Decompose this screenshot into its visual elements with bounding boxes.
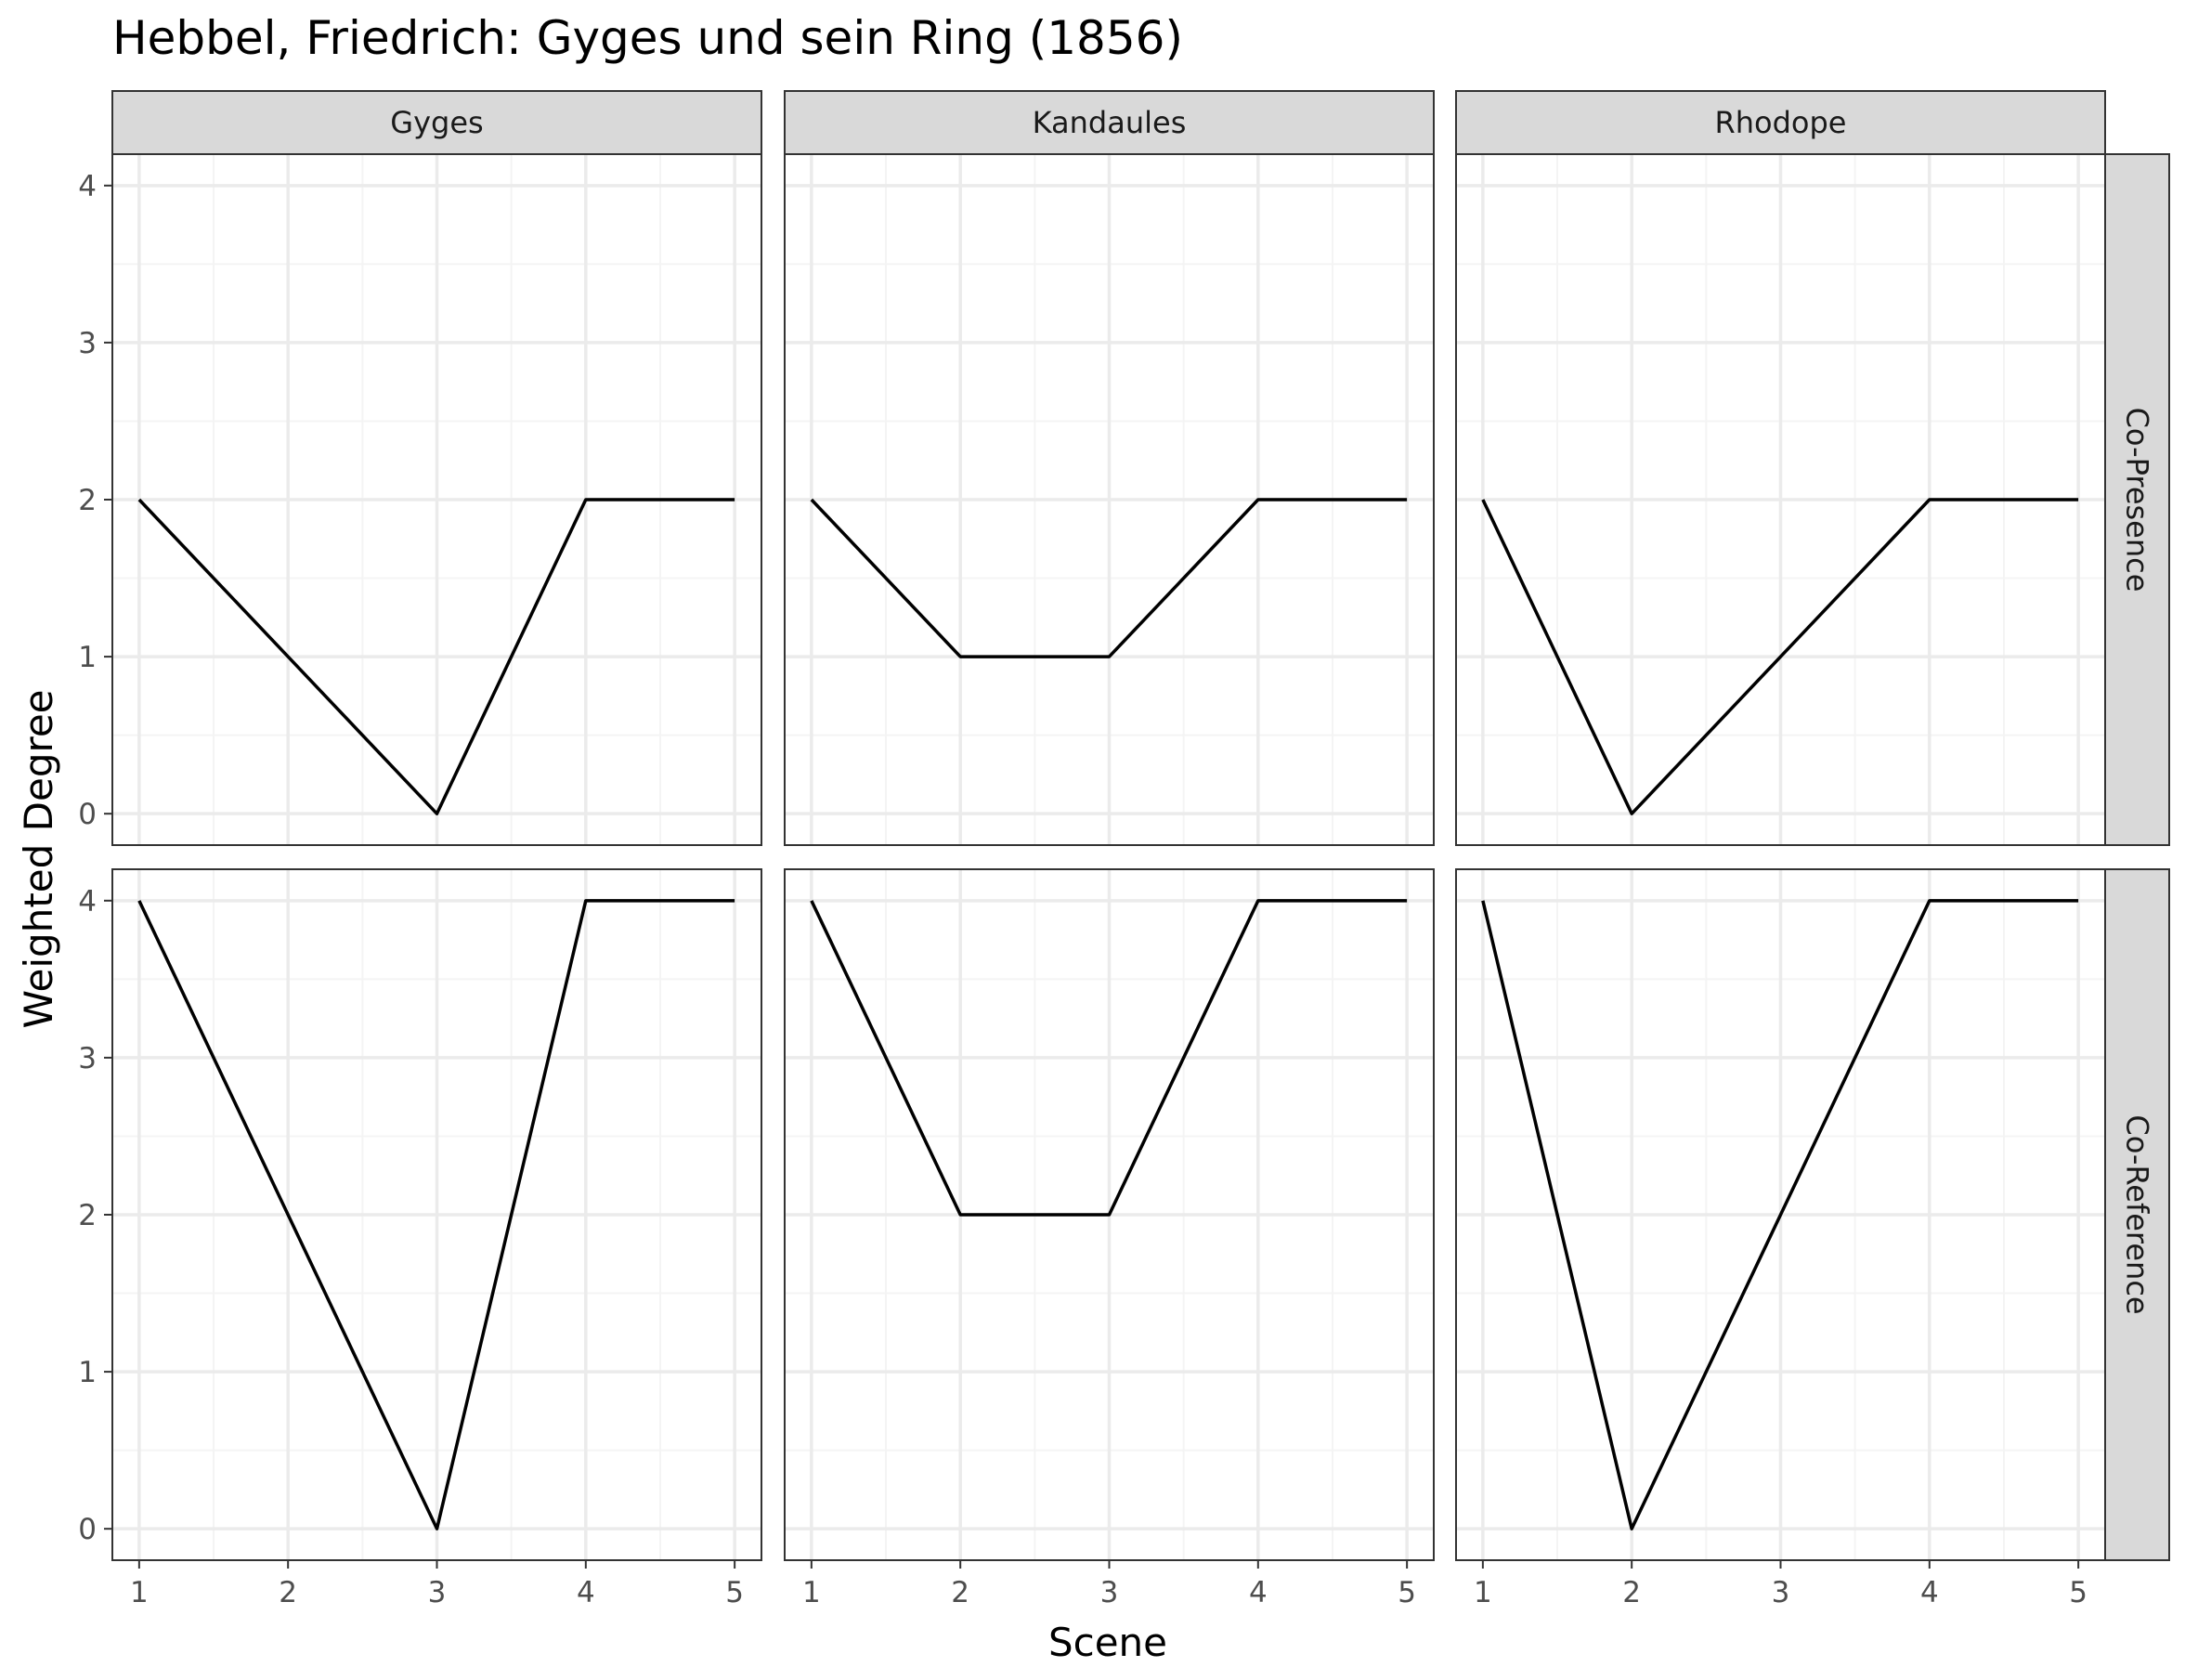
- y-tick-label: 1: [78, 1356, 97, 1389]
- x-tick-label: 3: [1100, 1576, 1119, 1609]
- panel-co-reference-kandaules: 1 2 3 4 5: [784, 868, 1435, 1609]
- x-tick-label: 2: [1622, 1576, 1641, 1609]
- x-tick-label: 5: [2069, 1576, 2087, 1609]
- x-tick-label: 5: [1398, 1576, 1416, 1609]
- x-tick-label: 3: [1772, 1576, 1790, 1609]
- x-tick-label: 5: [725, 1576, 744, 1609]
- y-tick-label: 0: [78, 798, 97, 831]
- y-tick-label: 3: [78, 1042, 97, 1075]
- y-tick-label: 1: [78, 641, 97, 674]
- series-line: [137, 498, 735, 815]
- series-line: [1481, 899, 2079, 1530]
- x-tick-label: 4: [1249, 1576, 1268, 1609]
- series-line: [810, 498, 1408, 658]
- strip-kandaules: [784, 90, 1435, 155]
- strip-label-co-reference: Co-Reference: [2120, 1114, 2155, 1314]
- strip-rhodope: [1455, 90, 2106, 155]
- y-tick-label: 4: [78, 885, 97, 918]
- y-axis-title: Weighted Degree: [16, 689, 61, 1028]
- panel-co-presence-kandaules: [784, 153, 1435, 846]
- strip-co-reference: [2104, 868, 2170, 1561]
- strip-label-gyges: Gyges: [390, 105, 483, 140]
- strip-co-presence: [2104, 153, 2170, 846]
- y-tick-label: 0: [78, 1513, 97, 1546]
- x-tick-label: 1: [1474, 1576, 1492, 1609]
- y-tick-label: 2: [78, 484, 97, 517]
- x-tick-label: 4: [577, 1576, 595, 1609]
- series-line: [137, 899, 735, 1530]
- x-tick-label: 1: [802, 1576, 821, 1609]
- x-axis-title: Scene: [1048, 1620, 1167, 1665]
- strip-gyges: [111, 90, 762, 155]
- x-tick-label: 2: [279, 1576, 297, 1609]
- x-tick-label: 2: [951, 1576, 969, 1609]
- panel-co-presence-rhodope: [1455, 153, 2106, 846]
- strip-label-co-presence: Co-Presence: [2120, 408, 2155, 593]
- panel-co-presence-gyges: 0 1 2 3 4: [78, 153, 762, 846]
- y-tick-label: 4: [78, 170, 97, 203]
- x-tick-label: 3: [428, 1576, 447, 1609]
- chart-title: Hebbel, Friedrich: Gyges und sein Ring (…: [112, 11, 1183, 65]
- series-line: [810, 899, 1408, 1217]
- x-tick-label: 4: [1920, 1576, 1939, 1609]
- strip-label-rhodope: Rhodope: [1715, 105, 1847, 140]
- panel-co-reference-rhodope: 1 2 3 4 5: [1455, 868, 2106, 1609]
- strip-label-kandaules: Kandaules: [1033, 105, 1187, 140]
- series-line: [1481, 498, 2079, 815]
- y-tick-label: 3: [78, 327, 97, 360]
- y-tick-label: 2: [78, 1199, 97, 1232]
- x-tick-label: 1: [130, 1576, 149, 1609]
